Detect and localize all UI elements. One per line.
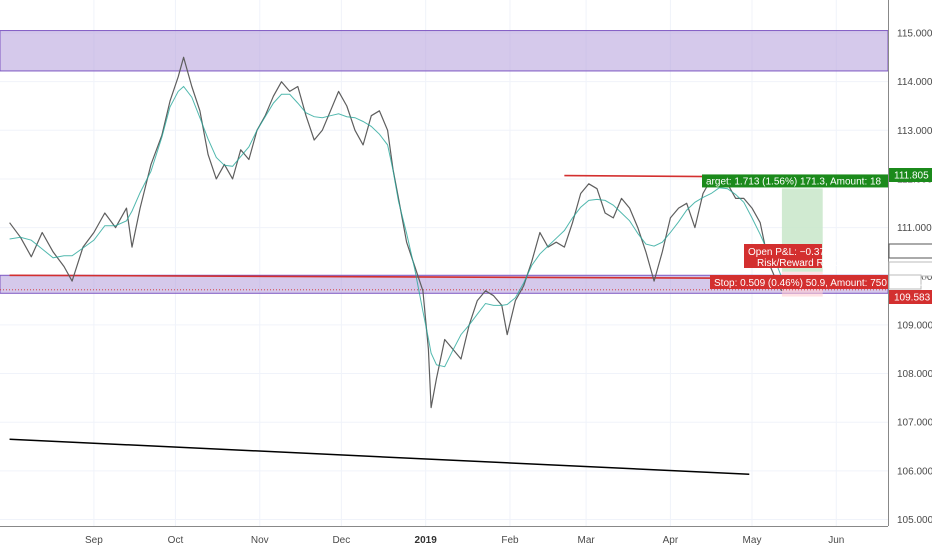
price-tag-box [889,168,932,182]
upper-zone[interactable] [0,30,889,72]
price-tag: 111.805 [894,171,929,182]
x-tick-label: Feb [501,535,519,546]
price-tag: 109.721 [894,265,931,276]
drawn-lines[interactable] [0,174,888,476]
pnl-label-line-2: Risk/Reward Ratio: 3.37 [757,258,865,269]
position-labels: arget: 1.713 (1.56%) 171.3, Amount: 18 Op… [702,174,888,289]
price-tag: 110.092 [894,247,930,258]
trend-line[interactable] [9,438,750,476]
y-tick-label: 114.000 [897,77,932,88]
x-tick-label: Apr [663,535,679,546]
x-tick-label: Oct [168,535,184,546]
price-tag-box [889,290,932,304]
y-tick-label: 105.000 [897,515,932,526]
price-line [9,56,783,409]
price-tag: 19:10 [903,278,928,289]
price-tag-box [888,243,932,259]
x-tick-label: Jun [828,535,844,546]
x-tick-label: Sep [85,535,103,546]
price-tag-box [888,274,922,290]
price-tags: 111.805 110.092 109.721 19:10 109.583 [888,168,932,304]
y-tick-label: 108.000 [897,369,932,380]
support-line[interactable] [9,274,850,280]
y-tick-label: 113.000 [897,126,932,137]
x-tick-label: May [743,535,762,546]
x-tick-label: Nov [251,535,269,546]
stop-label: Stop: 0.509 (0.46%) 50.9, Amount: 750 [714,278,887,289]
y-tick-label: 107.000 [897,418,932,429]
x-tick-label: Dec [332,535,350,546]
pnl-label-line-1: Open P&L: −0.371, Qty: 491 [748,247,874,258]
target-label-box [702,174,888,188]
price-series [9,56,783,409]
time-axis[interactable]: Sep Oct Nov Dec 2019 Feb Mar Apr May Jun [85,535,844,546]
moving-average-line [9,85,783,368]
y-tick-label: 115.000 [897,29,932,40]
stop-label-box [710,275,888,289]
y-tick-label: 111.000 [897,223,932,234]
x-tick-label: 2019 [415,535,438,546]
y-tick-label: 109.000 [897,320,932,331]
y-tick-label: 106.000 [897,466,932,477]
grid [0,0,888,526]
price-tag: 109.583 [894,293,931,304]
target-label: arget: 1.713 (1.56%) 171.3, Amount: 18 [706,176,882,187]
x-tick-label: Mar [577,535,595,546]
zones [0,30,889,294]
pnl-label-box [744,244,822,268]
